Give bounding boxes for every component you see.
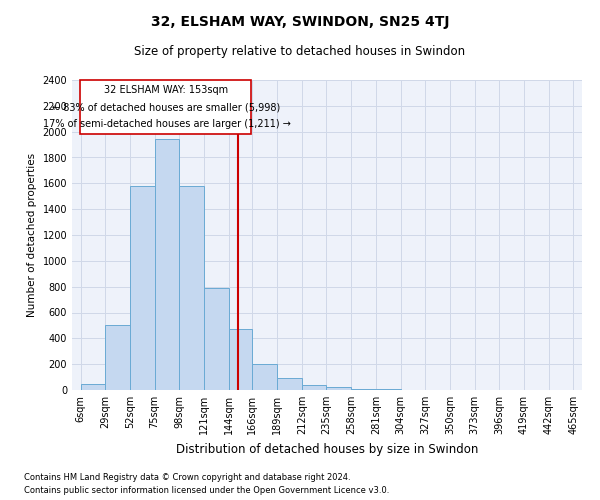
Bar xyxy=(130,186,155,390)
Bar xyxy=(105,326,130,390)
Text: 17% of semi-detached houses are larger (1,211) →: 17% of semi-detached houses are larger (… xyxy=(43,119,290,129)
Text: Contains HM Land Registry data © Crown copyright and database right 2024.: Contains HM Land Registry data © Crown c… xyxy=(24,474,350,482)
Bar xyxy=(326,388,351,390)
Bar xyxy=(277,378,302,390)
Bar xyxy=(155,140,179,390)
Text: Contains public sector information licensed under the Open Government Licence v3: Contains public sector information licen… xyxy=(24,486,389,495)
Text: Size of property relative to detached houses in Swindon: Size of property relative to detached ho… xyxy=(134,45,466,58)
Bar xyxy=(179,186,204,390)
Text: 32, ELSHAM WAY, SWINDON, SN25 4TJ: 32, ELSHAM WAY, SWINDON, SN25 4TJ xyxy=(151,15,449,29)
X-axis label: Distribution of detached houses by size in Swindon: Distribution of detached houses by size … xyxy=(176,442,478,456)
Bar xyxy=(253,364,277,390)
Bar xyxy=(204,288,229,390)
Bar xyxy=(302,386,326,390)
Y-axis label: Number of detached properties: Number of detached properties xyxy=(27,153,37,317)
Bar xyxy=(229,330,253,390)
Text: ← 83% of detached houses are smaller (5,998): ← 83% of detached houses are smaller (5,… xyxy=(52,102,281,112)
Text: 32 ELSHAM WAY: 153sqm: 32 ELSHAM WAY: 153sqm xyxy=(104,86,229,96)
Bar xyxy=(80,384,105,390)
FancyBboxPatch shape xyxy=(80,80,251,134)
